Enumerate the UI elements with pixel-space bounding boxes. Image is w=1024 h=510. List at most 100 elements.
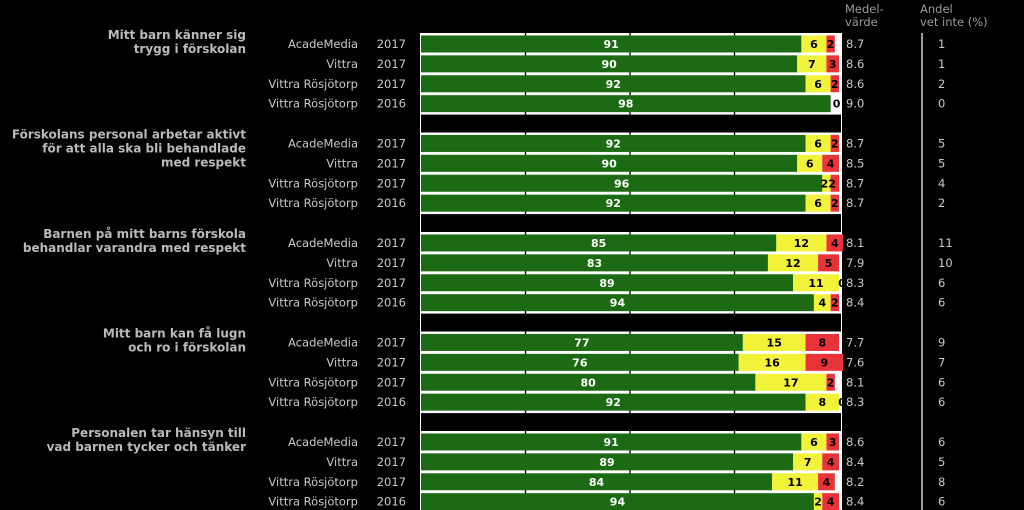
mean-value-q4-r3: 8.1 [846, 375, 864, 389]
bar-label-neu-q5-r1: 6 [810, 436, 818, 449]
dont-know-value-q4-r1: 9 [938, 336, 945, 350]
mean-value-q1-r4: 9.0 [846, 97, 864, 111]
bar-label-pos-q4-r2: 76 [572, 356, 588, 369]
bar-neg-q5-r2 [822, 453, 839, 471]
bar-neg-q3-r2 [818, 254, 839, 272]
question-4-line-1: Mitt barn kan få lugn [103, 327, 246, 341]
bar-label-neg-q5-r2: 4 [827, 456, 835, 469]
mean-value-q5-r1: 8.6 [846, 435, 864, 449]
dont-know-value-q3-r3: 6 [938, 276, 945, 290]
bar-pos-q5-r4 [421, 493, 814, 510]
dont-know-value-q1-r2: 1 [938, 57, 945, 71]
bar-pos-q4-r1 [421, 333, 743, 351]
dont-know-value-q4-r4: 6 [938, 395, 945, 409]
bar-label-neg-q1-r3: 2 [831, 78, 839, 91]
bar-label-neg-q5-r3: 4 [823, 476, 831, 489]
bar-neg-q4-r2 [805, 353, 844, 371]
question-2-line-2: för att alla ska bli behandlade [42, 142, 246, 156]
dont-know-value-q1-r4: 0 [938, 97, 945, 111]
bar-label-pos-q1-r2: 90 [601, 58, 617, 71]
question-1-line-1: Mitt barn känner sig [108, 28, 246, 42]
dont-know-value-q5-r3: 8 [938, 475, 945, 489]
mean-header-line2: värde [845, 15, 878, 29]
bar-label-pos-q5-r2: 89 [599, 456, 614, 469]
dont-know-value-q2-r3: 4 [938, 176, 945, 190]
mean-value-q2-r4: 8.7 [846, 196, 864, 210]
question-3-line-2: behandlar varandra med respekt [23, 241, 246, 255]
bar-neg-q2-r4 [830, 194, 839, 212]
bar-label-neu-q4-r3: 17 [783, 376, 798, 389]
bar-label-pos-q3-r2: 83 [587, 257, 602, 270]
bar-label-pos-q1-r4: 98 [618, 98, 633, 111]
bar-pos-q3-r1 [421, 234, 777, 252]
question-5-line-2: vad barnen tycker och tänker [47, 440, 247, 454]
dont-know-value-q3-r1: 11 [938, 236, 953, 250]
row-year-q5-r3: 2017 [377, 475, 406, 489]
bar-label-neu-q3-r1: 12 [794, 237, 809, 250]
bar-pos-q5-r2 [421, 453, 794, 471]
row-year-q1-r4: 2016 [377, 97, 406, 111]
bar-label-neu-q5-r2: 7 [804, 456, 812, 469]
mean-value-q4-r1: 7.7 [846, 336, 864, 350]
bar-label-neg-q3-r3: 0 [838, 277, 846, 290]
group-separator-2 [421, 214, 841, 232]
question-2-line-1: Förskolans personal arbetar aktivt [12, 128, 246, 142]
bar-label-pos-q4-r3: 80 [581, 376, 597, 389]
dont-know-value-q2-r1: 5 [938, 137, 945, 151]
dont-know-value-q5-r2: 5 [938, 455, 945, 469]
bar-label-neu-q4-r2: 16 [764, 356, 780, 369]
bar-label-neu-q3-r3: 11 [808, 277, 823, 290]
question-1-line-2: trygg i förskolan [134, 42, 246, 56]
row-year-q3-r2: 2017 [377, 256, 406, 270]
bar-neu-q1-r3 [805, 75, 831, 93]
bar-neg-q5-r1 [826, 433, 839, 451]
row-label-q3-r1: AcadeMedia [288, 236, 358, 250]
dont-know-header-line2: vet inte (%) [920, 15, 988, 29]
bar-label-neu-q5-r4: 2 [814, 496, 822, 509]
row-year-q4-r4: 2016 [377, 395, 406, 409]
bar-pos-q2-r4 [421, 194, 806, 212]
row-year-q5-r2: 2017 [377, 455, 406, 469]
bar-label-neu-q3-r4: 4 [818, 297, 826, 310]
bar-label-neg-q5-r4: 4 [827, 496, 835, 509]
dont-know-value-q4-r3: 6 [938, 375, 945, 389]
row-year-q3-r3: 2017 [377, 276, 406, 290]
mean-value-q2-r2: 8.5 [846, 156, 864, 170]
row-year-q4-r3: 2017 [377, 375, 406, 389]
bar-label-neg-q3-r4: 2 [831, 297, 839, 310]
mean-value-q4-r2: 7.6 [846, 355, 864, 369]
group-separator-3 [421, 313, 841, 332]
bar-neu-q2-r4 [805, 194, 831, 212]
mean-value-q5-r4: 8.4 [846, 495, 864, 509]
row-year-q5-r4: 2016 [377, 495, 406, 509]
bar-label-pos-q5-r1: 91 [604, 436, 619, 449]
row-year-q2-r2: 2017 [377, 156, 406, 170]
dont-know-value-q1-r3: 2 [938, 77, 945, 91]
bar-label-neu-q1-r1: 6 [810, 38, 818, 51]
bar-label-neg-q2-r4: 2 [831, 197, 839, 210]
row-label-q4-r1: AcadeMedia [288, 336, 358, 350]
bar-neu-q5-r2 [793, 453, 823, 471]
bar-label-pos-q1-r1: 91 [604, 38, 619, 51]
bar-label-pos-q3-r3: 89 [599, 277, 614, 290]
bar-label-neg-q1-r2: 3 [829, 58, 837, 71]
row-label-q1-r1: AcadeMedia [288, 37, 358, 51]
bar-label-neg-q3-r1: 4 [831, 237, 839, 250]
bar-neg-q5-r4 [822, 493, 839, 510]
bar-neu-q1-r1 [801, 35, 827, 53]
bar-pos-q1-r1 [421, 35, 802, 53]
bar-neg-q2-r1 [830, 134, 839, 152]
bar-neg-q3-r4 [830, 294, 839, 312]
bar-label-neg-q4-r3: 2 [827, 376, 835, 389]
mean-value-q1-r1: 8.7 [846, 37, 864, 51]
question-2-line-3: med respekt [161, 156, 246, 170]
bar-label-pos-q2-r2: 90 [601, 157, 617, 170]
row-year-q5-r1: 2017 [377, 435, 406, 449]
row-label-q5-r4: Vittra Rösjötorp [268, 495, 358, 509]
row-label-q5-r3: Vittra Rösjötorp [268, 475, 358, 489]
row-label-q1-r4: Vittra Rösjötorp [268, 97, 358, 111]
bar-neu-q3-r2 [767, 254, 819, 272]
bar-neg-q3-r1 [826, 234, 844, 252]
group-separator-4 [421, 413, 841, 431]
row-label-q5-r2: Vittra [326, 455, 358, 469]
